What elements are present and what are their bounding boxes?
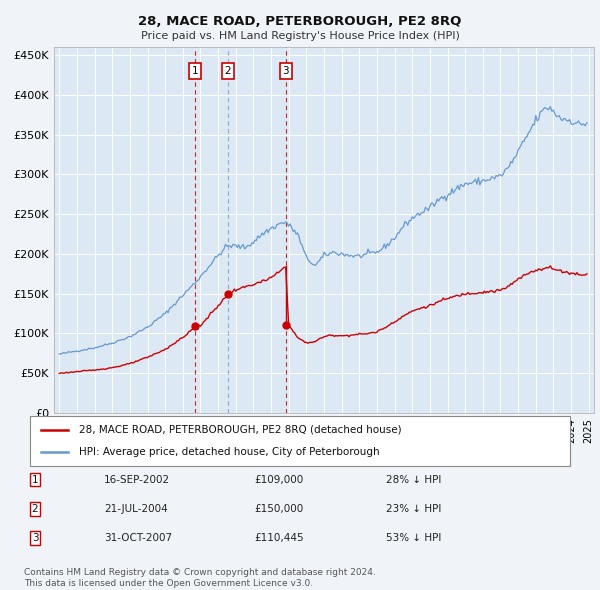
Text: HPI: Average price, detached house, City of Peterborough: HPI: Average price, detached house, City… <box>79 447 379 457</box>
Text: 23% ↓ HPI: 23% ↓ HPI <box>386 504 442 514</box>
Text: This data is licensed under the Open Government Licence v3.0.: This data is licensed under the Open Gov… <box>24 579 313 588</box>
Text: Contains HM Land Registry data © Crown copyright and database right 2024.: Contains HM Land Registry data © Crown c… <box>24 568 376 576</box>
FancyBboxPatch shape <box>30 416 570 466</box>
Text: £109,000: £109,000 <box>254 474 303 484</box>
Text: 28, MACE ROAD, PETERBOROUGH, PE2 8RQ (detached house): 28, MACE ROAD, PETERBOROUGH, PE2 8RQ (de… <box>79 425 401 435</box>
Text: 53% ↓ HPI: 53% ↓ HPI <box>386 533 442 543</box>
Text: 3: 3 <box>283 66 289 76</box>
Text: 16-SEP-2002: 16-SEP-2002 <box>104 474 170 484</box>
Text: 2: 2 <box>32 504 38 514</box>
Text: 3: 3 <box>32 533 38 543</box>
Text: 1: 1 <box>192 66 199 76</box>
Text: Price paid vs. HM Land Registry's House Price Index (HPI): Price paid vs. HM Land Registry's House … <box>140 31 460 41</box>
Text: 2: 2 <box>224 66 231 76</box>
Text: 31-OCT-2007: 31-OCT-2007 <box>104 533 172 543</box>
Text: 28% ↓ HPI: 28% ↓ HPI <box>386 474 442 484</box>
Text: £110,445: £110,445 <box>254 533 304 543</box>
Text: 28, MACE ROAD, PETERBOROUGH, PE2 8RQ: 28, MACE ROAD, PETERBOROUGH, PE2 8RQ <box>139 15 461 28</box>
Text: 21-JUL-2004: 21-JUL-2004 <box>104 504 168 514</box>
Text: 1: 1 <box>32 474 38 484</box>
Text: £150,000: £150,000 <box>254 504 303 514</box>
